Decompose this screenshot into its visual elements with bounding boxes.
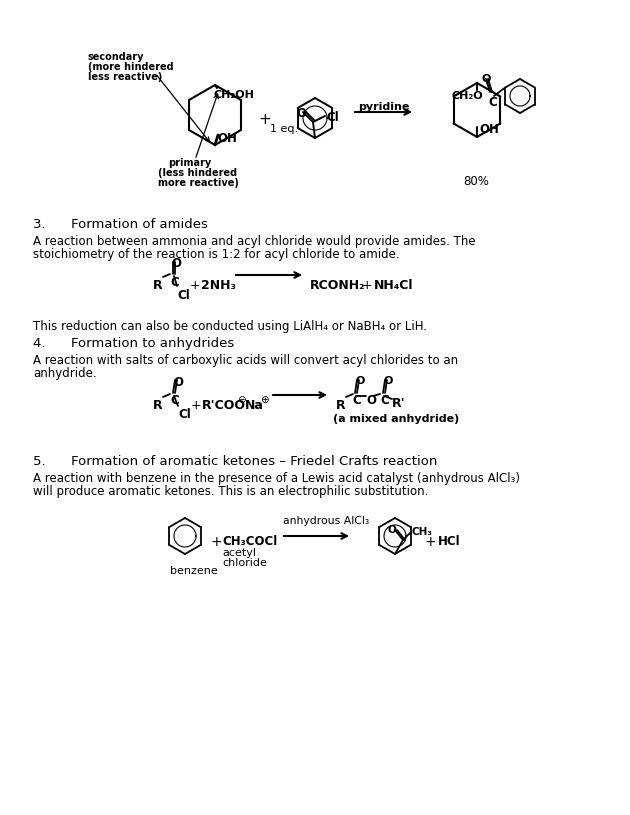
Text: C: C: [380, 394, 389, 407]
Text: R'COO: R'COO: [202, 399, 246, 412]
Text: CH₂OH: CH₂OH: [213, 90, 254, 100]
Text: C: C: [170, 394, 179, 407]
Text: chloride: chloride: [222, 558, 267, 568]
Text: Cl: Cl: [178, 408, 191, 421]
Text: Cl: Cl: [177, 289, 190, 302]
Text: OH: OH: [479, 123, 499, 136]
Text: O: O: [482, 74, 491, 84]
Text: ⊖: ⊖: [237, 395, 246, 405]
Text: Na: Na: [245, 399, 264, 412]
Text: R: R: [336, 399, 346, 412]
Text: 80%: 80%: [463, 175, 489, 188]
Text: anhydrous AlCl₃: anhydrous AlCl₃: [283, 516, 369, 526]
Text: 1 eq.: 1 eq.: [270, 124, 298, 134]
Text: benzene: benzene: [170, 566, 218, 576]
Text: more reactive): more reactive): [158, 178, 239, 188]
Text: CH₃COCl: CH₃COCl: [222, 535, 277, 548]
Text: secondary: secondary: [88, 52, 144, 62]
Text: O: O: [366, 394, 376, 407]
Text: +: +: [191, 399, 202, 412]
Text: 2NH₃: 2NH₃: [201, 279, 236, 292]
Text: C: C: [352, 394, 361, 407]
Text: 3.      Formation of amides: 3. Formation of amides: [33, 218, 208, 231]
Text: +: +: [190, 279, 200, 292]
Text: OH: OH: [217, 132, 237, 145]
Text: less reactive): less reactive): [88, 72, 163, 82]
Text: (more hindered: (more hindered: [88, 62, 174, 72]
Text: +: +: [425, 535, 437, 549]
Text: NH₄Cl: NH₄Cl: [374, 279, 413, 292]
Text: O: O: [173, 376, 183, 389]
Text: R: R: [153, 279, 163, 292]
Text: (a mixed anhydride): (a mixed anhydride): [333, 414, 459, 424]
Text: +: +: [258, 112, 271, 127]
Text: R: R: [153, 399, 163, 412]
Text: 4.      Formation to anhydrides: 4. Formation to anhydrides: [33, 337, 234, 350]
Text: ⊕: ⊕: [260, 395, 269, 405]
Text: O: O: [171, 257, 181, 270]
Text: 5.      Formation of aromatic ketones – Friedel Crafts reaction: 5. Formation of aromatic ketones – Fried…: [33, 455, 437, 468]
Text: R': R': [392, 397, 406, 410]
Text: Cl: Cl: [326, 111, 339, 124]
Text: pyridine: pyridine: [358, 102, 410, 112]
Text: (less hindered: (less hindered: [158, 168, 237, 178]
Text: +: +: [362, 279, 372, 292]
Text: will produce aromatic ketones. This is an electrophilic substitution.: will produce aromatic ketones. This is a…: [33, 485, 428, 498]
Text: O: O: [355, 376, 364, 386]
Text: RCONH₂: RCONH₂: [310, 279, 365, 292]
Text: +: +: [210, 535, 222, 549]
Text: A reaction between ammonia and acyl chloride would provide amides. The: A reaction between ammonia and acyl chlo…: [33, 235, 476, 248]
Text: HCl: HCl: [438, 535, 461, 548]
Text: C: C: [170, 276, 179, 289]
Text: stoichiometry of the reaction is 1:2 for acyl chloride to amide.: stoichiometry of the reaction is 1:2 for…: [33, 248, 399, 261]
Text: O: O: [296, 107, 306, 120]
Text: anhydride.: anhydride.: [33, 367, 96, 380]
Text: CH₃: CH₃: [412, 527, 433, 537]
Text: A reaction with benzene in the presence of a Lewis acid catalyst (anhydrous AlCl: A reaction with benzene in the presence …: [33, 472, 520, 485]
Text: A reaction with salts of carboxylic acids will convert acyl chlorides to an: A reaction with salts of carboxylic acid…: [33, 354, 458, 367]
Text: primary: primary: [168, 158, 211, 168]
Text: O: O: [383, 376, 392, 386]
Text: This reduction can also be conducted using LiAlH₄ or NaBH₄ or LiH.: This reduction can also be conducted usi…: [33, 320, 427, 333]
Text: acetyl: acetyl: [222, 548, 256, 558]
Text: CH₂O: CH₂O: [452, 91, 484, 101]
Text: O: O: [388, 525, 397, 535]
Text: C: C: [488, 96, 496, 109]
